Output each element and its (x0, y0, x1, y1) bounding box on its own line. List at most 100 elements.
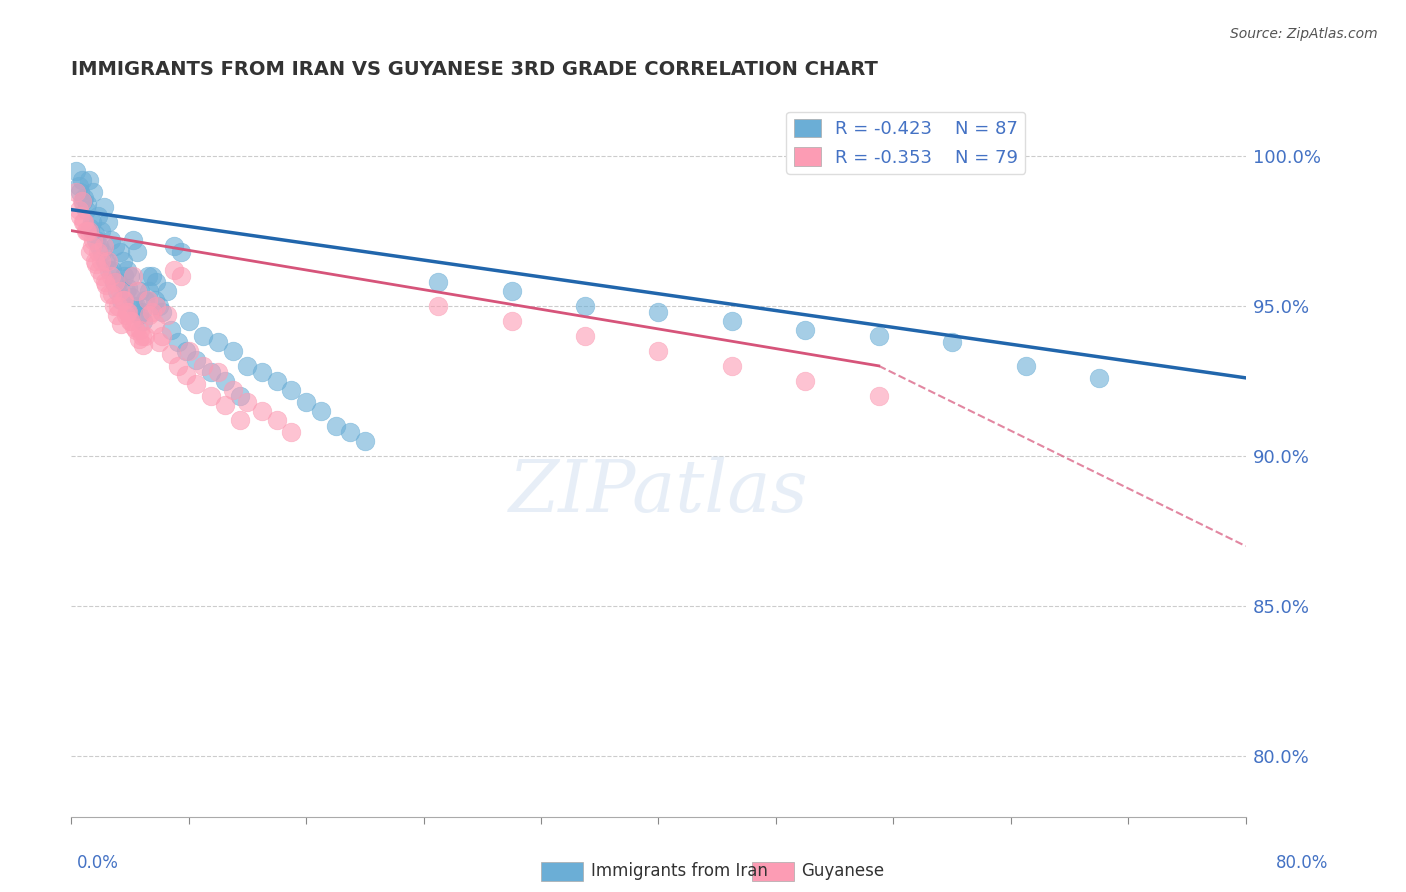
Point (84, 233, 107, 247)
Point (77, 172, 100, 186)
Point (100, 268, 122, 283)
Point (96, 277, 118, 292)
Text: IMMIGRANTS FROM IRAN VS GUYANESE 3RD GRADE CORRELATION CHART: IMMIGRANTS FROM IRAN VS GUYANESE 3RD GRA… (72, 60, 879, 78)
Point (110, 317, 132, 331)
Point (229, 413, 252, 427)
Point (141, 305, 163, 319)
Point (148, 334, 170, 349)
Point (112, 268, 135, 283)
Point (114, 308, 136, 322)
Point (145, 299, 167, 313)
Point (574, 328, 596, 343)
Point (112, 293, 135, 307)
Point (94, 253, 117, 268)
Point (163, 238, 186, 252)
Point (174, 368, 197, 382)
Point (118, 314, 141, 328)
Point (84, 257, 107, 271)
Text: ZIPatlas: ZIPatlas (509, 457, 808, 527)
Point (156, 308, 179, 322)
Point (136, 293, 159, 307)
Point (266, 374, 288, 388)
Point (124, 319, 146, 334)
Point (90, 224, 112, 238)
Point (82, 185, 104, 199)
Point (207, 334, 229, 349)
Point (295, 395, 318, 409)
Point (141, 268, 163, 283)
Point (86, 209, 108, 223)
Point (721, 314, 744, 328)
Point (118, 268, 141, 283)
Point (647, 343, 669, 358)
Point (129, 323, 152, 337)
Point (170, 244, 193, 259)
Point (125, 323, 148, 337)
Point (794, 374, 817, 388)
Point (94, 275, 117, 289)
Point (134, 293, 156, 307)
Point (120, 290, 142, 304)
Point (79, 220, 101, 235)
Point (184, 352, 207, 367)
Text: Source: ZipAtlas.com: Source: ZipAtlas.com (1230, 27, 1378, 41)
Point (941, 334, 963, 349)
Point (105, 284, 128, 298)
Point (131, 305, 153, 319)
Point (114, 284, 136, 298)
Point (86, 244, 108, 259)
Point (75, 224, 97, 238)
Point (868, 328, 890, 343)
Point (143, 293, 166, 307)
Point (160, 323, 183, 337)
Point (325, 419, 347, 434)
Point (101, 286, 124, 301)
Point (280, 383, 302, 397)
Point (129, 284, 152, 298)
Point (501, 314, 523, 328)
Point (127, 244, 149, 259)
Point (167, 334, 190, 349)
Point (72, 194, 94, 208)
Point (167, 359, 190, 373)
Point (120, 314, 142, 328)
Point (250, 404, 273, 418)
Point (132, 338, 155, 352)
Point (89, 262, 111, 277)
Point (76, 224, 98, 238)
Point (98, 262, 121, 277)
Point (100, 233, 122, 247)
Point (89, 238, 111, 252)
Point (98, 286, 121, 301)
Point (101, 262, 124, 277)
Point (103, 299, 125, 313)
Point (111, 293, 134, 307)
Point (97, 214, 120, 228)
Point (67, 202, 90, 217)
Point (108, 284, 131, 298)
Point (108, 244, 131, 259)
Point (76, 196, 98, 211)
Point (309, 404, 332, 418)
Point (136, 268, 159, 283)
Point (104, 275, 127, 289)
Point (124, 299, 146, 313)
Point (868, 389, 890, 403)
Legend: R = -0.423    N = 87, R = -0.353    N = 79: R = -0.423 N = 87, R = -0.353 N = 79 (786, 112, 1025, 174)
Point (107, 275, 129, 289)
Text: 80.0%: 80.0% (1277, 855, 1329, 872)
Point (70, 194, 93, 208)
Point (69, 209, 91, 223)
Point (200, 365, 222, 379)
Point (128, 308, 150, 322)
Point (163, 262, 186, 277)
Point (93, 200, 115, 214)
Point (721, 359, 744, 373)
Point (177, 343, 200, 358)
Point (80, 214, 103, 228)
Point (73, 214, 96, 228)
Point (574, 299, 596, 313)
Point (794, 323, 817, 337)
Point (103, 275, 125, 289)
Point (83, 253, 105, 268)
